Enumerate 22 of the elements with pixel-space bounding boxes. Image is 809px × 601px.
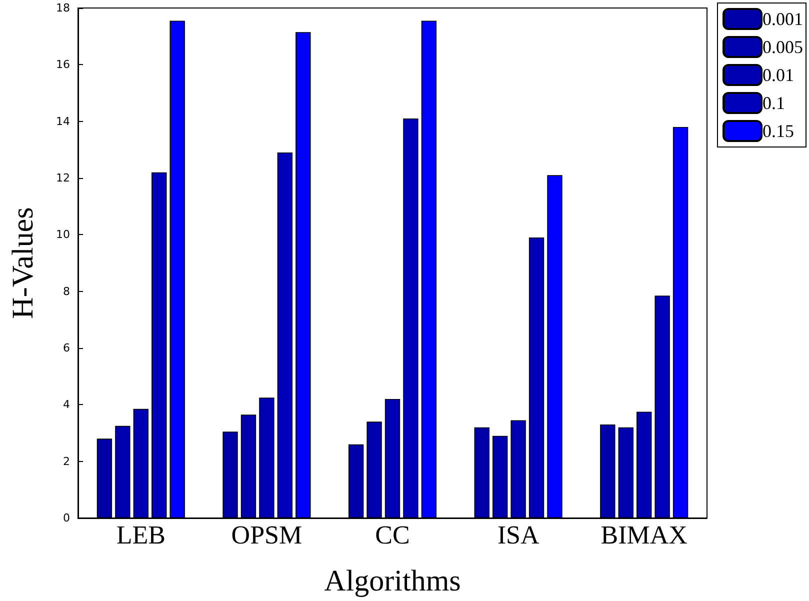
x-tick-label: ISA [497, 520, 540, 550]
x-tick-label: CC [375, 520, 410, 550]
y-tick-label: 16 [56, 58, 70, 72]
y-tick-label: 0 [63, 512, 70, 524]
y-tick-label: 14 [56, 114, 70, 128]
y-tick-label: 4 [63, 398, 70, 412]
y-tick-label: 2 [63, 454, 70, 468]
y-tick-label: 18 [56, 2, 70, 14]
legend-label: 0.1 [762, 93, 785, 113]
y-axis-title: H-Values [6, 207, 40, 319]
x-tick-label: BIMAX [600, 520, 688, 550]
x-tick-label: LEB [116, 520, 166, 550]
legend-label: 0.01 [762, 65, 794, 85]
x-tick-label: OPSM [231, 520, 302, 550]
legend-label: 0.005 [762, 37, 803, 57]
legend-label: 0.001 [762, 9, 803, 29]
y-tick-label: 10 [56, 228, 70, 242]
x-axis-title: Algorithms [324, 564, 461, 598]
legend-label: 0.15 [762, 121, 794, 141]
y-tick-label: 6 [63, 342, 70, 354]
y-tick-label: 8 [63, 284, 70, 298]
y-tick-label: 12 [56, 172, 70, 184]
